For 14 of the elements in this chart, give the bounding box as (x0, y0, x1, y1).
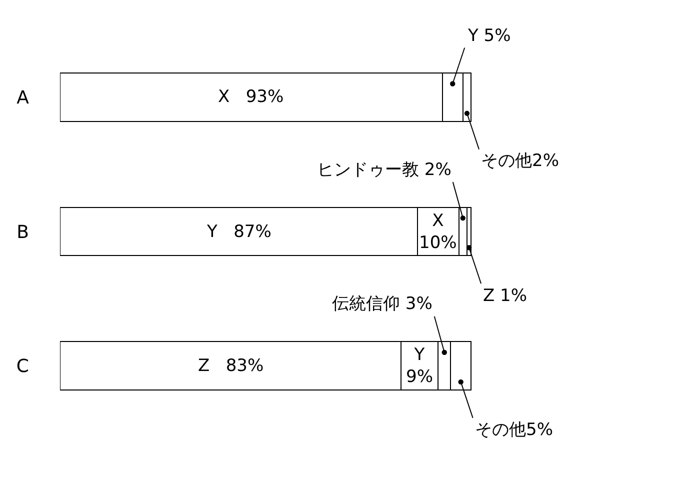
y-tick-label: B (16, 222, 29, 243)
data-label: X 10% (419, 211, 457, 254)
data-label: Y 5% (467, 26, 511, 46)
data-label: X 93% (218, 87, 284, 107)
data-label: Y 9% (406, 345, 433, 388)
data-label: Z 1% (483, 286, 528, 306)
y-tick-label: A (16, 87, 30, 108)
data-label: その他5% (475, 420, 553, 440)
data-label: Y 87% (206, 222, 272, 242)
data-label: ヒンドゥー教 2% (317, 160, 452, 180)
data-label: 伝統信仰 3% (332, 294, 432, 314)
data-label: その他2% (481, 151, 559, 171)
y-tick-label: C (16, 356, 29, 378)
data-label: Z 83% (198, 356, 264, 376)
